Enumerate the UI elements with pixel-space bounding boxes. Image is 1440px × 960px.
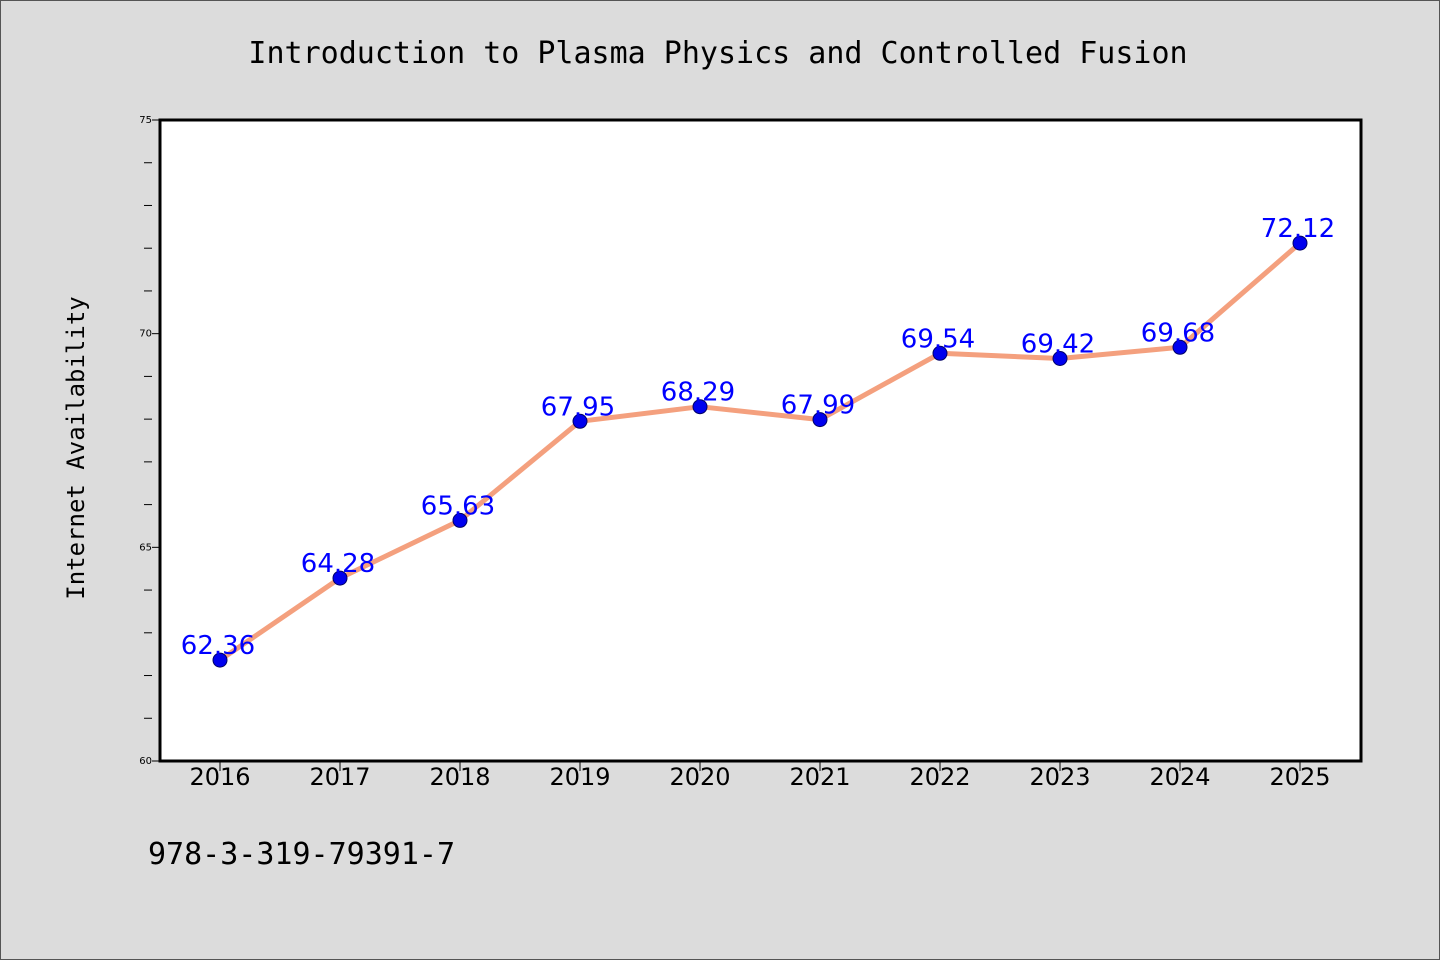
series-line [217,240,1303,663]
y-minor-ticks [144,162,152,719]
data-label: 65.63 [421,491,495,521]
x-axis: 2016 2017 2018 2019 2020 2021 2022 2023 2024 2025 [189,761,1331,791]
data-label: 64.28 [301,549,375,579]
data-label: 68.29 [661,378,735,408]
data-points [212,235,1308,668]
y-tick-label: 65 [139,542,152,553]
x-tick-label: 2024 [1149,763,1210,791]
data-label: 67.95 [541,392,615,422]
data-label: 72.12 [1261,214,1335,244]
data-label: 69.68 [1141,318,1215,348]
data-point [812,412,828,428]
x-tick-label: 2021 [789,763,850,791]
y-axis-label: Internet Availability [62,296,90,599]
plot-area [158,118,1363,763]
x-tick-label: 2025 [1269,763,1330,791]
y-tick-label: 75 [139,115,152,126]
chart-title: Introduction to Plasma Physics and Contr… [248,36,1187,71]
data-label: 62.36 [181,631,255,661]
isbn-text: 978-3-319-79391-7 [148,837,455,872]
x-tick-label: 2023 [1029,763,1090,791]
x-tick-label: 2020 [669,763,730,791]
data-point [212,652,228,668]
data-label: 67.99 [781,391,855,421]
data-label: 69.54 [901,324,975,354]
data-label: 69.42 [1021,330,1095,360]
data-point [932,345,948,361]
data-point [1292,235,1308,251]
x-tick-label: 2018 [429,763,490,791]
x-tick-label: 2019 [549,763,610,791]
x-tick-label: 2016 [189,763,250,791]
data-point [452,512,468,528]
data-labels: 62.36 64.28 65.63 67.95 68.29 67.99 69.54 69.42… [181,214,1335,661]
x-tick-label: 2017 [309,763,370,791]
y-axis: 60 65 70 75 [139,115,160,767]
data-point [1172,339,1188,355]
data-point [1052,351,1068,366]
x-tick-label: 2022 [909,763,970,791]
data-point [692,399,708,415]
y-tick-label: 70 [139,329,152,340]
data-point [572,413,588,429]
data-point [332,570,348,586]
y-tick-label: 60 [139,756,152,767]
